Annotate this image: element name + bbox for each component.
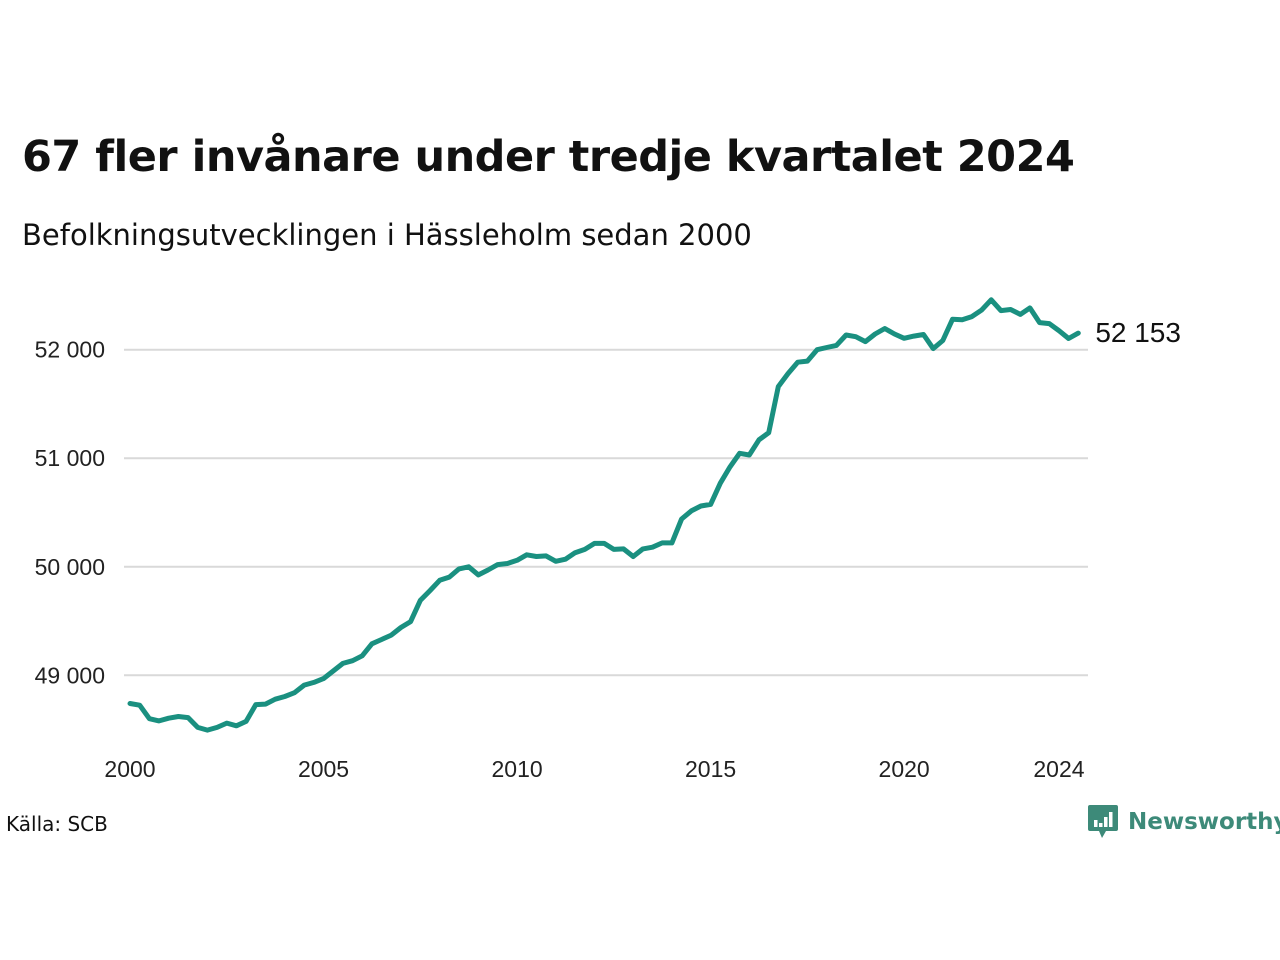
- population-line: [127, 297, 1081, 733]
- x-tick-label: 2005: [298, 756, 349, 782]
- chart-subtitle: Befolkningsutvecklingen i Hässleholm sed…: [22, 218, 752, 252]
- y-tick-label: 49 000: [35, 662, 105, 688]
- grid-lines: [124, 348, 1088, 677]
- y-tick-label: 50 000: [35, 554, 105, 580]
- source-note: Källa: SCB: [6, 812, 108, 836]
- newsworthy-logo-icon: [1088, 805, 1118, 838]
- y-tick-label: 52 000: [35, 337, 105, 363]
- newsworthy-logo: Newsworthy: [1088, 805, 1280, 839]
- chart-title: 67 fler invånare under tredje kvartalet …: [22, 132, 1075, 182]
- end-value-label: 52 153: [1095, 317, 1181, 348]
- x-tick-label: 2015: [685, 756, 736, 782]
- y-tick-label: 51 000: [35, 445, 105, 471]
- x-axis-ticks: 2000 2005 2010 2015 2020 2024: [104, 756, 1084, 782]
- newsworthy-logo-text: Newsworthy: [1128, 809, 1280, 835]
- x-tick-label: 2000: [104, 756, 155, 782]
- x-tick-label: 2020: [879, 756, 930, 782]
- x-tick-label: 2010: [491, 756, 542, 782]
- y-axis-ticks: 49 000 50 000 51 000 52 000: [35, 337, 105, 689]
- x-tick-label: 2024: [1033, 756, 1084, 782]
